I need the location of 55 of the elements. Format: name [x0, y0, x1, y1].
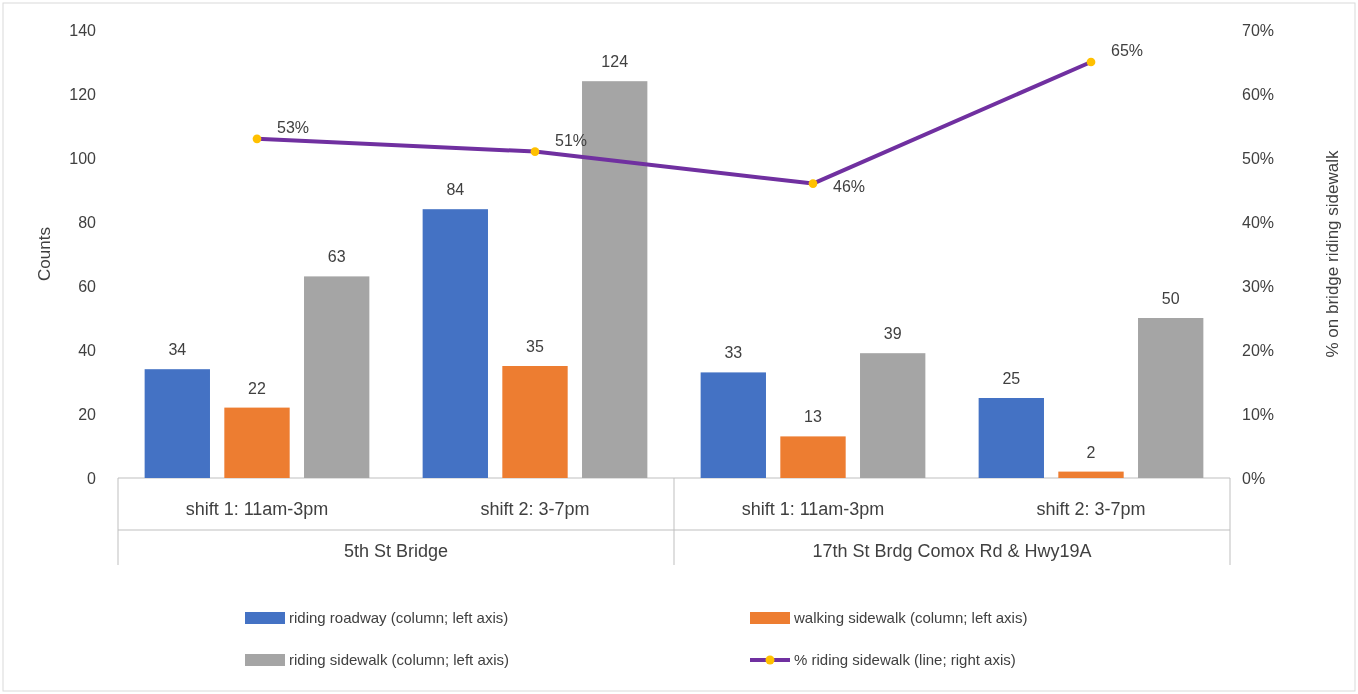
bar [1138, 318, 1204, 478]
bar [224, 407, 290, 478]
data-label: 34 [168, 341, 187, 359]
data-label: 22 [248, 379, 266, 397]
y-tick-label: 60 [78, 277, 97, 295]
y2-tick-label: 30% [1242, 277, 1275, 295]
y2-tick-label: 10% [1242, 405, 1275, 423]
data-label: 2 [1086, 443, 1096, 461]
data-label: 124 [601, 53, 629, 71]
text: 17th St Brdg Comox Rd & Hwy19A [812, 541, 1092, 561]
data-label: 53% [277, 118, 310, 136]
x-tick-label: shift 2: 3-7pm [1036, 499, 1146, 519]
y2-tick-label: 40% [1242, 213, 1275, 231]
y2-tick-label: 20% [1242, 341, 1275, 359]
bar [144, 369, 210, 478]
legend-label: walking sidewalk (column; left axis) [793, 609, 1028, 626]
bar [1058, 471, 1124, 478]
x-tick-label: shift 1: 11am-3pm [185, 499, 329, 519]
y-tick-label: 0 [87, 469, 97, 487]
data-label: 65% [1111, 42, 1144, 59]
y2-tick-label: 60% [1242, 85, 1275, 103]
y2-tick-label: 0% [1242, 469, 1266, 487]
data-label: 84 [446, 181, 465, 199]
y2-axis-title: % on bridge riding sidewalk [1323, 150, 1342, 358]
legend-label: riding sidewalk (column; left axis) [289, 651, 510, 668]
x-tick-label: shift 1: 11am-3pm [741, 499, 885, 519]
y-tick-label: 20 [78, 405, 97, 423]
y-tick-label: 40 [78, 341, 97, 359]
legend-label: % riding sidewalk (line; right axis) [794, 651, 1016, 668]
bar [700, 372, 766, 478]
data-label: 46% [833, 177, 866, 195]
text: 5th St Bridge [343, 541, 449, 561]
y2-tick-label: 50% [1242, 149, 1275, 167]
y-tick-label: 100 [69, 149, 97, 167]
y-tick-label: 80 [78, 213, 97, 231]
y-tick-label: 120 [69, 85, 97, 103]
x-tick-label: shift 2: 3-7pm [480, 499, 590, 519]
data-label: 35 [526, 338, 544, 355]
data-label: 63 [327, 248, 346, 266]
data-label: 25 [1002, 370, 1021, 387]
bar [860, 353, 926, 478]
bar [304, 276, 370, 478]
data-label: 50 [1161, 290, 1180, 307]
bar [502, 366, 568, 478]
data-label: 51% [555, 131, 588, 149]
bar [422, 209, 488, 478]
data-label: 33 [724, 344, 743, 362]
legend-label: riding roadway (column; left axis) [289, 609, 509, 626]
y2-tick-label: 70% [1242, 21, 1275, 39]
data-label: 13 [804, 408, 822, 426]
data-label: 39 [883, 325, 902, 343]
bar [780, 436, 846, 478]
y-axis-title: Counts [35, 227, 54, 281]
y-tick-label: 140 [69, 21, 97, 39]
bar [978, 398, 1044, 478]
